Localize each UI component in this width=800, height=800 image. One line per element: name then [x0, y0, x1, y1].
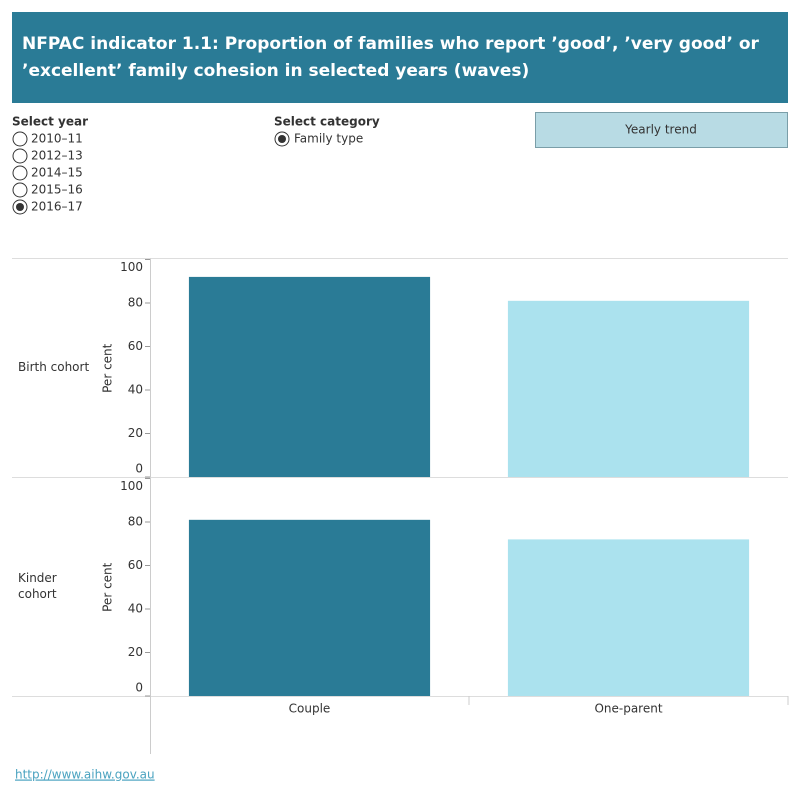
y-tick-label: 20 [128, 645, 143, 659]
y-axis-label: Per cent [101, 343, 115, 393]
y-tick-label: 40 [128, 602, 143, 616]
control-label: Select category [274, 115, 380, 129]
radio-label[interactable]: 2015–16 [31, 183, 83, 197]
bar [188, 519, 431, 696]
bar [507, 300, 750, 477]
radio-dot [16, 203, 24, 211]
radio-dot [278, 135, 286, 143]
button-label[interactable]: Yearly trend [624, 123, 697, 137]
y-tick-label: 0 [135, 681, 143, 695]
x-tick-label: Couple [289, 702, 331, 716]
row-label: Birth cohort [18, 360, 90, 374]
x-tick-label: One-parent [594, 702, 662, 716]
control-label: Select year [12, 115, 88, 129]
radio[interactable] [12, 182, 28, 198]
y-tick-label: 0 [135, 462, 143, 476]
radio-label[interactable]: 2014–15 [31, 166, 83, 180]
y-tick-label: 100 [120, 479, 143, 493]
y-tick-label: 20 [128, 426, 143, 440]
y-tick-label: 60 [128, 558, 143, 572]
y-tick-label: 100 [120, 260, 143, 274]
radio-label[interactable]: 2012–13 [31, 149, 83, 163]
chart-title: NFPAC indicator 1.1: Proportion of famil… [12, 12, 788, 103]
radio-label[interactable]: Family type [294, 132, 363, 146]
y-tick-label: 60 [128, 339, 143, 353]
row-label: Kinder cohort [18, 571, 57, 601]
y-axis-label: Per cent [101, 562, 115, 612]
button[interactable] [535, 112, 788, 148]
y-tick-label: 40 [128, 383, 143, 397]
y-tick-label: 80 [128, 296, 143, 310]
footer-link[interactable]: http://www.aihw.gov.au [15, 768, 155, 782]
bar [188, 276, 431, 477]
bar [507, 539, 750, 696]
y-tick-label: 80 [128, 515, 143, 529]
radio[interactable] [12, 165, 28, 181]
radio[interactable] [12, 131, 28, 147]
radio-label[interactable]: 2016–17 [31, 200, 83, 214]
radio-label[interactable]: 2010–11 [31, 132, 83, 146]
radio[interactable] [12, 148, 28, 164]
